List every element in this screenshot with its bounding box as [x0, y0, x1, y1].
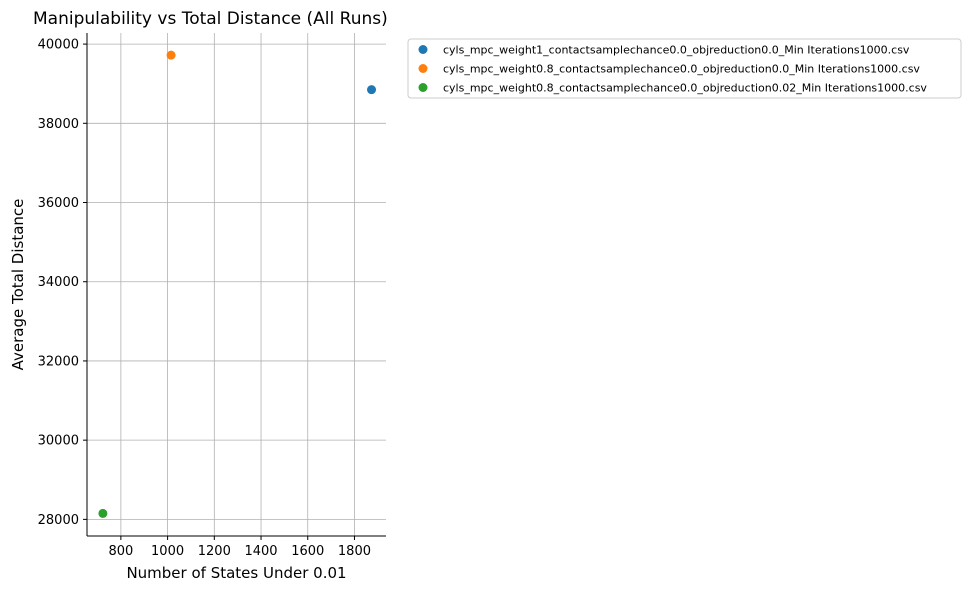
legend-entry-label: cyls_mpc_weight0.8_contactsamplechance0.… — [443, 82, 927, 95]
x-tick-label: 800 — [108, 544, 133, 559]
scatter-point — [98, 508, 108, 518]
y-tick-label: 34000 — [38, 275, 79, 290]
y-tick-label: 28000 — [38, 513, 79, 528]
y-tick-label: 30000 — [38, 434, 79, 449]
x-tick-label: 1600 — [291, 544, 324, 559]
x-tick-label: 1800 — [338, 544, 371, 559]
legend-entry-label: cyls_mpc_weight0.8_contactsamplechance0.… — [443, 63, 920, 76]
y-tick-label: 40000 — [38, 38, 79, 53]
grid — [87, 33, 386, 536]
legend-entry-label: cyls_mpc_weight1_contactsamplechance0.0_… — [443, 44, 910, 57]
x-tick-label: 1400 — [244, 544, 277, 559]
y-tick-label: 36000 — [38, 196, 79, 211]
x-tick-label: 1000 — [151, 544, 184, 559]
scatter-point — [367, 85, 377, 95]
legend-marker — [418, 83, 428, 92]
x-tick-label: 1200 — [198, 544, 231, 559]
legend-marker — [418, 64, 428, 73]
y-tick-label: 38000 — [38, 117, 79, 132]
chart-title: Manipulability vs Total Distance (All Ru… — [33, 9, 388, 29]
x-axis-label: Number of States Under 0.01 — [126, 564, 346, 582]
y-axis-label: Average Total Distance — [9, 199, 27, 371]
x-axis-ticks: 800 1000 1200 1400 1600 1800 — [108, 536, 371, 559]
y-tick-label: 32000 — [38, 354, 79, 369]
legend-marker — [418, 45, 428, 54]
legend: cyls_mpc_weight1_contactsamplechance0.0_… — [407, 38, 962, 99]
legend-frame — [407, 38, 962, 99]
scatter-point — [166, 50, 176, 60]
y-axis-ticks: 28000 30000 32000 34000 36000 38000 40000 — [38, 38, 87, 528]
data-points — [98, 50, 377, 518]
axes — [86, 33, 386, 537]
